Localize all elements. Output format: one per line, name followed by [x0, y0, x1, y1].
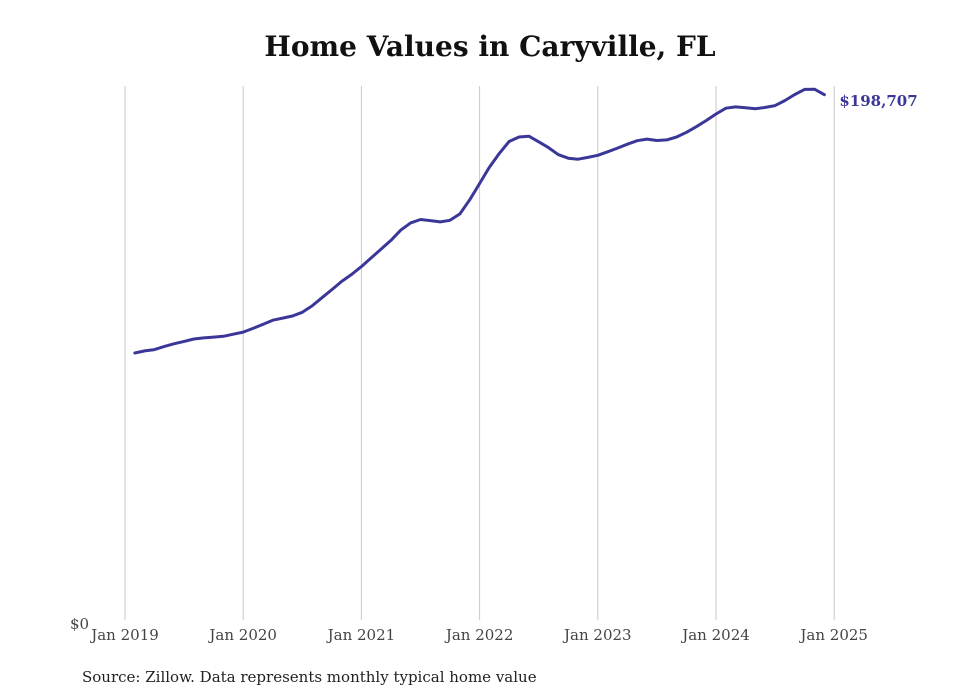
chart-title: Home Values in Caryville, FL	[264, 30, 716, 63]
x-tick-label: Jan 2025	[798, 626, 868, 644]
source-note: Source: Zillow. Data represents monthly …	[82, 668, 537, 686]
series-layer	[133, 87, 826, 355]
gridlines	[124, 86, 835, 620]
series-line	[133, 87, 826, 355]
x-tick-label: Jan 2020	[207, 626, 277, 644]
x-tick-label: Jan 2019	[89, 626, 159, 644]
x-tick-label: Jan 2021	[326, 626, 396, 644]
x-axis-ticks: Jan 2019 Jan 2020 Jan 2021 Jan 2022 Jan 2023…	[70, 615, 868, 644]
labels-layer: $198,707	[839, 92, 917, 110]
x-tick-label: Jan 2022	[444, 626, 514, 644]
end-value-label: $198,707	[839, 92, 917, 110]
x-tick-label: Jan 2023	[562, 626, 632, 644]
x-tick-label: Jan 2024	[680, 626, 750, 644]
y-tick-label: $0	[70, 615, 89, 633]
